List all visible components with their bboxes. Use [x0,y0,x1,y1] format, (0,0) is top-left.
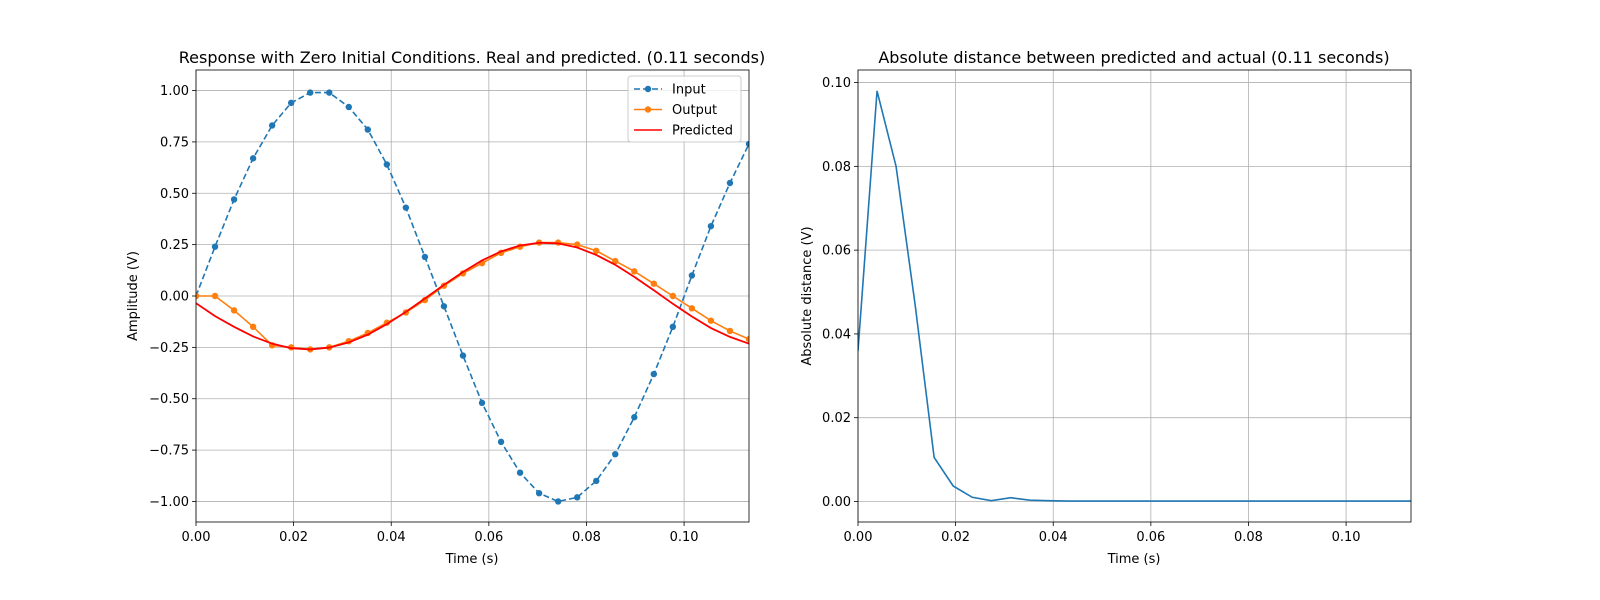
response-series-output-point [669,292,677,300]
response-legend-box [627,75,742,143]
response-series-output-point [726,327,734,335]
distance-x-tick-label: 0.04 [1039,530,1068,545]
distance-chart-y-label: Absolute distance (V) [800,226,815,365]
response-series-output-point [650,280,658,287]
response-series-input-point [383,161,391,168]
distance-y-tick-label: 0.00 [822,495,851,510]
distance-plot-area [858,90,1411,502]
response-series-input-point [707,222,715,230]
response-series-input-point [459,352,467,359]
response-series-output-point [631,268,638,275]
response-series-input-point [745,140,749,148]
response-y-tick-label: 0.75 [160,135,189,150]
response-legend: Input Output Predicted [627,75,742,143]
legend-predicted-label: Predicted [672,124,733,139]
response-series-input-point [497,438,505,446]
response-y-tick-label: −1.00 [149,495,189,510]
response-series-input-point [516,469,524,476]
response-series-output-point [593,247,600,254]
response-chart-x-label: Time (s) [445,552,499,567]
response-series-input-point [440,303,448,310]
response-series-input-point [535,490,543,497]
response-series-output-point [211,292,219,300]
response-series-input-point [669,323,677,331]
response-series-input-point [650,370,658,378]
response-series-output-point [688,305,696,312]
legend-input-label: Input [672,83,706,98]
response-series-predicted-line [196,241,749,351]
response-series-input-point [307,89,314,96]
response-series-input-point [326,89,333,96]
response-series-input-point [478,399,486,407]
response-series-input-line [196,91,749,503]
distance-y-tick-label: 0.08 [822,160,851,175]
response-series-input-point [345,103,352,111]
response-axes-frame [195,69,750,523]
response-series-output-point [707,317,715,324]
response-x-tick-label: 0.10 [670,530,699,545]
response-series-output-point [196,292,200,300]
response-x-tick-label: 0.00 [182,530,211,545]
response-series-input-point [631,414,638,421]
distance-y-tick-label: 0.04 [822,327,851,342]
distance-x-tick-label: 0.08 [1234,530,1263,545]
legend-output-marker [644,106,652,113]
response-series-input-point [421,253,429,261]
distance-x-tick-label: 0.00 [844,530,873,545]
distance-chart-title: Absolute distance between predicted and … [878,48,1389,67]
distance-x-tick-label: 0.10 [1332,530,1361,545]
distance-y-tick-label: 0.06 [822,244,851,259]
response-chart: Response with Zero Initial Conditions. R… [126,48,765,567]
response-series-input-point [612,451,619,458]
distance-axes-frame [857,69,1412,523]
response-series-input-point [402,204,410,211]
response-series-output-point [230,307,238,314]
response-series-input-point [726,179,734,187]
response-y-tick-label: −0.25 [149,341,189,356]
response-y-tick-label: −0.75 [149,444,189,459]
response-x-tick-label: 0.04 [377,530,406,545]
distance-y-tick-label: 0.02 [822,411,851,426]
distance-chart-x-label: Time (s) [1107,552,1161,567]
distance-grid [857,70,1411,522]
response-series-input-point [230,196,238,203]
response-series-input-point [688,272,696,279]
response-y-tick-label: 1.00 [160,84,189,99]
distance-x-tick-label: 0.02 [941,530,970,545]
response-series-output-point [612,257,619,265]
distance-series-series-line [858,90,1411,502]
distance-chart: Absolute distance between predicted and … [800,48,1412,567]
response-series-input-point [249,155,257,162]
response-y-tick-label: 0.25 [160,238,189,253]
distance-x-tick-label: 0.06 [1136,530,1165,545]
response-x-tick-label: 0.06 [474,530,503,545]
response-series-output-point [573,241,581,248]
response-series-input-point [287,99,295,107]
response-chart-y-label: Amplitude (V) [126,251,141,341]
response-y-tick-label: 0.00 [160,290,189,305]
response-series-input-point [593,477,600,485]
response-series-output-point [249,323,257,331]
response-x-tick-label: 0.02 [279,530,308,545]
response-series-input-point [268,122,276,129]
response-y-tick-label: 0.50 [160,187,189,202]
response-series-input-point [211,243,219,250]
response-series-input-point [364,126,372,133]
response-y-tick-label: −0.50 [149,392,189,407]
response-series-output-point [745,335,749,343]
response-plot-area [196,89,749,505]
legend-output-label: Output [672,103,717,118]
response-series-input-point [554,498,562,505]
response-x-tick-label: 0.08 [572,530,601,545]
legend-input-marker [644,85,652,93]
distance-y-tick-label: 0.10 [822,76,851,91]
response-chart-title: Response with Zero Initial Conditions. R… [179,48,766,67]
response-series-input-point [573,494,581,501]
